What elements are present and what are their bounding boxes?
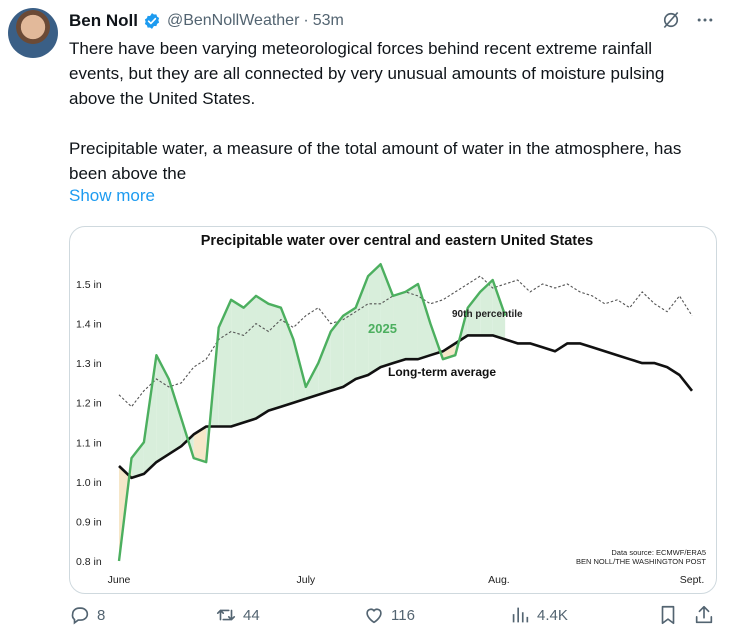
shaded-area-segment <box>231 299 244 427</box>
shaded-area-segment <box>168 378 182 455</box>
action-bar: 8 44 116 4.4K <box>69 604 717 628</box>
chart-title: Precipitable water over central and east… <box>201 233 593 249</box>
shaded-area-segment <box>480 280 493 336</box>
y-tick-label: 1.4 in <box>76 319 102 331</box>
author-handle[interactable]: @BenNollWeather <box>166 12 300 29</box>
shaded-area-segment <box>405 284 418 360</box>
x-tick-label: Sept. <box>680 574 705 586</box>
shaded-area-segment <box>156 355 169 463</box>
shaded-area-segment <box>417 284 431 360</box>
separator-dot: · <box>303 12 309 29</box>
shaded-area-segment <box>131 442 144 478</box>
y-tick-label: 1.2 in <box>76 398 102 410</box>
avatar[interactable] <box>8 8 58 58</box>
shaded-area-segment <box>492 280 506 340</box>
x-tick-label: July <box>297 574 316 586</box>
top-actions <box>661 10 715 30</box>
post-text-paragraph: Precipitable water, a measure of the tot… <box>69 139 682 183</box>
views-icon <box>512 607 529 623</box>
like-count: 116 <box>391 606 415 624</box>
retweet-icon <box>216 609 236 621</box>
shaded-area-segment <box>393 291 406 364</box>
shaded-area-segment <box>330 315 344 391</box>
shaded-area-segment <box>467 291 481 336</box>
bookmark-button[interactable] <box>657 604 679 626</box>
y-tick-label: 1.1 in <box>76 437 102 449</box>
like-button[interactable]: 116 <box>363 604 415 626</box>
share-button[interactable] <box>693 604 715 626</box>
y-tick-label: 1.0 in <box>76 477 102 489</box>
shaded-area-segment <box>343 307 356 387</box>
retweet-button[interactable]: 44 <box>215 604 260 626</box>
shaded-area-segment <box>193 426 207 463</box>
series-label-average: Long-term average <box>388 365 496 379</box>
author-name[interactable]: Ben Noll <box>69 11 138 30</box>
verified-badge-icon <box>144 13 160 29</box>
series-line-2025 <box>117 263 507 562</box>
media-card[interactable]: Precipitable water over central and east… <box>69 226 717 594</box>
shaded-area-segment <box>305 363 319 399</box>
retweet-count: 44 <box>243 606 260 624</box>
shaded-area-segment <box>256 295 269 419</box>
view-count: 4.4K <box>537 606 568 624</box>
y-tick-label: 0.8 in <box>76 556 102 568</box>
post-text-paragraph: There have been varying meteorological f… <box>69 39 665 108</box>
source-line: BEN NOLL/THE WASHINGTON POST <box>576 557 706 566</box>
views-button[interactable]: 4.4K <box>509 604 568 626</box>
shaded-area-segment <box>243 295 257 423</box>
shaded-area-segment <box>368 264 381 376</box>
show-more-link[interactable]: Show more <box>69 186 155 205</box>
post-time[interactable]: 53m <box>312 12 344 29</box>
share-icon <box>695 605 713 624</box>
shaded-area-segment <box>268 303 281 411</box>
shaded-area-segment <box>318 331 331 395</box>
heart-icon <box>366 608 382 624</box>
series-line-90th-percentile <box>118 275 693 408</box>
shaded-area-segment <box>218 299 232 427</box>
y-tick-label: 1.5 in <box>76 279 102 291</box>
y-tick-label: 0.9 in <box>76 516 102 528</box>
grok-icon[interactable] <box>661 10 681 30</box>
more-icon[interactable] <box>695 10 715 30</box>
reply-button[interactable]: 8 <box>69 604 105 626</box>
precipitable-water-chart: Precipitable water over central and east… <box>76 233 706 586</box>
y-tick-label: 1.3 in <box>76 358 102 370</box>
post-text: There have been varying meteorological f… <box>69 36 709 186</box>
bookmark-icon <box>661 605 675 625</box>
series-label-percentile: 90th percentile <box>452 309 523 320</box>
post-header: Ben Noll @BenNollWeather · 53m <box>69 10 709 32</box>
x-tick-label: Aug. <box>488 574 510 586</box>
reply-icon <box>71 607 89 625</box>
x-tick-label: June <box>108 574 131 586</box>
series-line-long-term-average <box>118 334 694 480</box>
reply-count: 8 <box>97 606 106 624</box>
series-label-2025: 2025 <box>368 321 397 336</box>
source-line: Data source: ECMWF/ERA5 <box>611 548 706 557</box>
